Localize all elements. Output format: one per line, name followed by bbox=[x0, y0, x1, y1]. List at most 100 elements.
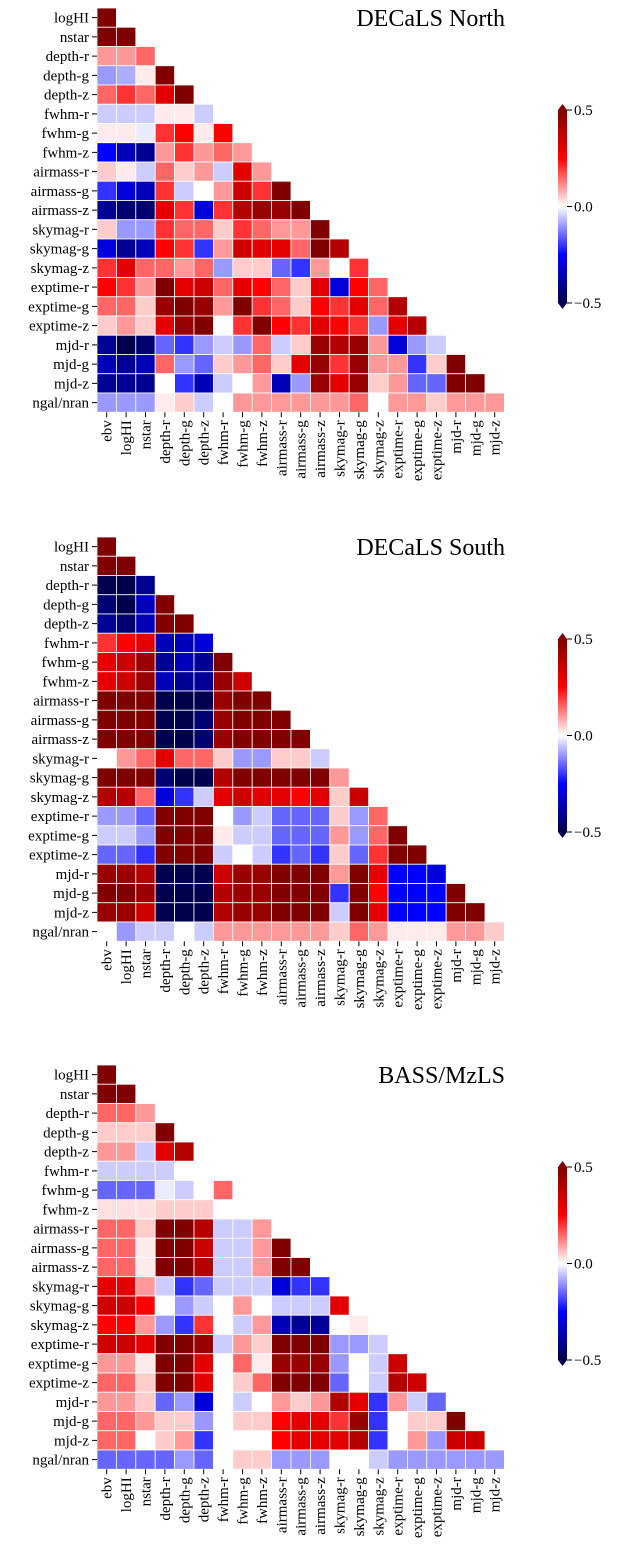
heatmap-cell bbox=[154, 632, 175, 653]
heatmap-cell bbox=[309, 1430, 331, 1451]
x-tick-label: ebv bbox=[100, 1477, 116, 1499]
heatmap-cell bbox=[445, 883, 467, 904]
y-tick-label: fwhm-g bbox=[42, 1183, 90, 1199]
heatmap-cell bbox=[174, 1430, 195, 1451]
y-tick-label: fwhm-g bbox=[42, 126, 90, 142]
y-tick-label: exptime-z bbox=[29, 319, 89, 335]
heatmap-cell bbox=[212, 257, 234, 278]
heatmap-cell bbox=[232, 806, 253, 827]
heatmap-cell bbox=[484, 1449, 505, 1470]
heatmap-cell bbox=[406, 1411, 428, 1432]
y-tick-label: depth-r bbox=[46, 49, 89, 65]
x-tick-label: exptime-g bbox=[410, 1477, 426, 1538]
heatmap-cell bbox=[154, 1257, 175, 1278]
heatmap-cell bbox=[193, 257, 214, 278]
heatmap-cell bbox=[174, 296, 195, 317]
heatmap-cell bbox=[116, 1334, 137, 1355]
heatmap-cell bbox=[290, 883, 311, 904]
heatmap-cell bbox=[116, 1430, 137, 1451]
heatmap-cell bbox=[116, 373, 137, 394]
heatmap-cell bbox=[154, 786, 175, 807]
heatmap-cell bbox=[212, 902, 234, 923]
heatmap-cell bbox=[174, 632, 195, 653]
y-tick-label: fwhm-r bbox=[44, 107, 89, 123]
heatmap-cell bbox=[96, 690, 117, 711]
heatmap-cell bbox=[251, 767, 272, 788]
heatmap-cell bbox=[348, 1353, 370, 1374]
heatmap-cell bbox=[251, 373, 272, 394]
heatmap-cell bbox=[154, 296, 175, 317]
heatmap-cell bbox=[271, 825, 292, 846]
heatmap-cell bbox=[116, 863, 137, 884]
heatmap-cell bbox=[290, 354, 311, 375]
heatmap-cell bbox=[96, 652, 117, 673]
y-tick-label: airmass-z bbox=[32, 203, 90, 219]
y-tick-label: exptime-g bbox=[28, 299, 89, 315]
y-tick-label: skymag-z bbox=[31, 790, 90, 806]
heatmap-cell bbox=[116, 594, 137, 615]
heatmap-cell bbox=[154, 671, 175, 692]
heatmap-cell bbox=[154, 1411, 175, 1432]
heatmap-cell bbox=[348, 315, 370, 336]
heatmap-cell bbox=[329, 1449, 350, 1470]
y-tick-label: exptime-g bbox=[28, 1356, 89, 1372]
heatmap-cell bbox=[96, 1314, 117, 1335]
y-tick-label: skymag-g bbox=[30, 242, 90, 258]
heatmap-cell bbox=[135, 200, 156, 221]
heatmap-cell bbox=[232, 296, 253, 317]
y-tick-label: skymag-g bbox=[30, 1299, 90, 1315]
heatmap-cell bbox=[232, 1430, 253, 1451]
heatmap-cell bbox=[96, 709, 117, 730]
heatmap-cell bbox=[174, 1218, 195, 1239]
heatmap-cell bbox=[135, 277, 156, 298]
heatmap-cell bbox=[135, 1257, 156, 1278]
heatmap-cell bbox=[116, 1103, 137, 1124]
heatmap-cell bbox=[193, 1314, 214, 1335]
heatmap-cell bbox=[154, 1314, 175, 1335]
y-tick-label: skymag-z bbox=[31, 261, 90, 277]
heatmap-cell bbox=[154, 594, 175, 615]
heatmap-cell bbox=[426, 902, 447, 923]
x-tick-label: logHI bbox=[119, 1477, 135, 1512]
heatmap-cell bbox=[135, 334, 156, 355]
heatmap-cell bbox=[445, 373, 467, 394]
heatmap-cell bbox=[193, 1257, 214, 1278]
heatmap-cell bbox=[309, 825, 331, 846]
heatmap-cell bbox=[174, 671, 195, 692]
heatmap-cell bbox=[135, 767, 156, 788]
heatmap-cell bbox=[212, 1199, 234, 1220]
heatmap-cell bbox=[154, 844, 175, 865]
heatmap-cell bbox=[271, 1430, 292, 1451]
colorbar bbox=[558, 639, 567, 832]
heatmap-cell bbox=[368, 825, 389, 846]
heatmap-cell bbox=[174, 123, 195, 144]
heatmap-cell bbox=[96, 575, 117, 596]
heatmap-cell bbox=[212, 161, 234, 182]
heatmap-cell bbox=[309, 1391, 331, 1412]
heatmap-cell bbox=[135, 690, 156, 711]
heatmap-cell bbox=[96, 1083, 117, 1104]
heatmap-cell bbox=[232, 315, 253, 336]
y-tick-label: ngal/nran bbox=[32, 396, 89, 412]
heatmap-cell bbox=[154, 123, 175, 144]
heatmap-cell bbox=[116, 825, 137, 846]
heatmap-cell bbox=[212, 1276, 234, 1297]
y-tick-label: mjd-r bbox=[56, 338, 89, 354]
x-tick-label: mjd-g bbox=[468, 420, 484, 456]
x-tick-label: mjd-r bbox=[449, 949, 465, 982]
heatmap-cell bbox=[135, 354, 156, 375]
heatmap-cell bbox=[96, 277, 117, 298]
heatmap-cell bbox=[212, 767, 234, 788]
heatmap-cell bbox=[154, 729, 175, 750]
x-tick-label: depth-z bbox=[197, 949, 213, 994]
heatmap-cell bbox=[154, 219, 175, 240]
heatmap-cell bbox=[116, 709, 137, 730]
heatmap-cell bbox=[116, 180, 137, 201]
heatmap-cell bbox=[271, 729, 292, 750]
colorbar-tick-label: 0.5 bbox=[574, 632, 593, 648]
heatmap-cell bbox=[212, 748, 234, 769]
heatmap-cell bbox=[387, 296, 408, 317]
heatmap-cell bbox=[348, 1430, 370, 1451]
heatmap-cell bbox=[484, 921, 505, 942]
heatmap-cell bbox=[406, 902, 428, 923]
